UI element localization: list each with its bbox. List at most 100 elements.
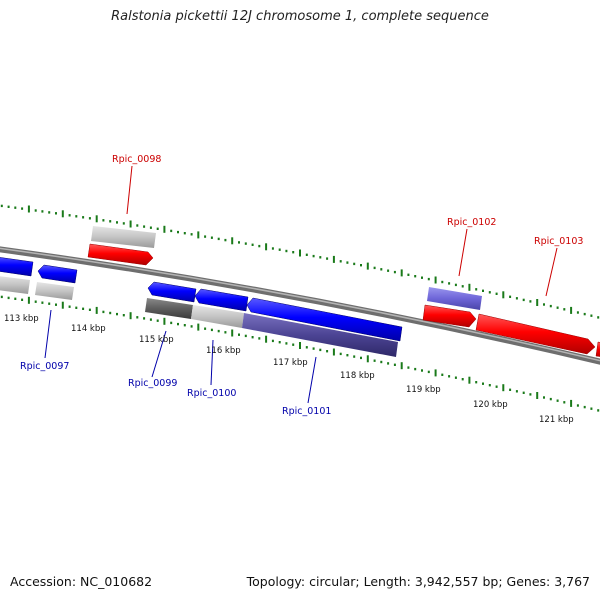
forward-feature-bars	[91, 226, 482, 310]
label-leader-lines	[44, 165, 558, 404]
minor-tick	[475, 288, 478, 291]
gene-arrow-rpic-0101[interactable]	[246, 297, 403, 342]
gene-label-rpic-0097[interactable]: Rpic_0097	[20, 361, 69, 372]
minor-tick	[312, 254, 315, 258]
minor-tick	[271, 339, 274, 343]
minor-tick	[210, 328, 213, 332]
gene-arrow-rpic-0099[interactable]	[147, 281, 197, 303]
gene-label-rpic-0103[interactable]: Rpic_0103	[534, 236, 583, 247]
gene-arrow-small[interactable]	[37, 264, 78, 284]
minor-tick	[427, 370, 430, 374]
minor-tick	[34, 209, 37, 212]
minor-tick	[488, 291, 491, 294]
gene-label-rpic-0100[interactable]: Rpic_0100	[187, 388, 236, 399]
minor-tick	[156, 319, 159, 322]
minor-tick	[543, 303, 545, 306]
gene-arrow-rpic-0102[interactable]	[422, 304, 477, 328]
minor-tick	[210, 236, 213, 239]
summary-text: Topology: circular; Length: 3,942,557 bp…	[246, 574, 590, 589]
minor-tick	[346, 261, 349, 264]
minor-tick	[48, 302, 51, 305]
gene-label-rpic-0101[interactable]: Rpic_0101	[282, 406, 331, 417]
minor-tick	[170, 321, 173, 325]
minor-tick	[529, 300, 532, 303]
minor-tick	[414, 275, 417, 278]
minor-tick	[482, 382, 484, 385]
major-tick	[332, 348, 335, 356]
minor-tick	[14, 206, 17, 209]
major-tick	[163, 225, 166, 233]
major-tick	[231, 237, 234, 245]
scale-label-116: 116 kbp	[206, 346, 241, 356]
major-tick	[366, 355, 369, 363]
gene-arrow-rpic-0103[interactable]	[475, 313, 596, 355]
major-tick	[129, 220, 132, 228]
minor-tick	[441, 373, 444, 376]
minor-tick	[102, 219, 105, 222]
minor-tick	[454, 283, 457, 287]
minor-tick	[109, 220, 112, 223]
major-tick	[536, 299, 539, 306]
minor-tick	[82, 307, 85, 310]
major-tick	[570, 399, 573, 407]
major-tick	[299, 249, 301, 257]
minor-tick	[482, 289, 484, 292]
minor-tick	[549, 397, 552, 401]
minor-tick	[224, 238, 227, 242]
minor-tick	[509, 388, 512, 391]
minor-tick	[495, 292, 498, 295]
minor-tick	[590, 314, 593, 317]
minor-tick	[116, 221, 118, 224]
minor-tick	[549, 304, 552, 308]
minor-tick	[441, 280, 444, 284]
minor-tick	[21, 207, 24, 210]
gene-label-rpic-0102[interactable]: Rpic_0102	[447, 217, 496, 228]
scale-label-114: 114 kbp	[71, 324, 106, 334]
minor-tick	[88, 308, 91, 311]
minor-tick	[346, 354, 349, 357]
major-tick	[502, 384, 505, 392]
major-tick	[61, 301, 64, 309]
minor-tick	[448, 282, 451, 285]
minor-tick	[170, 229, 173, 233]
minor-tick	[102, 310, 105, 314]
minor-tick	[217, 329, 220, 333]
minor-tick	[353, 262, 356, 266]
major-tick	[27, 205, 30, 213]
minor-tick	[143, 317, 146, 320]
minor-tick	[0, 204, 3, 208]
minor-tick	[68, 214, 71, 217]
major-tick	[61, 210, 64, 218]
gene-arrow-next[interactable]	[595, 341, 600, 358]
minor-tick	[373, 359, 376, 362]
minor-tick	[258, 244, 261, 248]
minor-tick	[475, 381, 478, 384]
backbone	[0, 246, 600, 365]
gene-label-rpic-0099[interactable]: Rpic_0099	[128, 378, 177, 389]
minor-tick	[271, 247, 274, 250]
minor-tick	[319, 348, 322, 352]
minor-tick	[183, 232, 186, 235]
major-tick	[400, 269, 403, 277]
major-tick	[197, 231, 200, 239]
minor-tick	[204, 327, 207, 330]
minor-tick	[488, 384, 491, 387]
minor-tick	[88, 217, 91, 220]
major-tick	[27, 296, 30, 304]
minor-tick	[75, 215, 78, 218]
gene-label-rpic-0098[interactable]: Rpic_0098	[112, 154, 161, 165]
major-tick	[366, 262, 369, 270]
minor-tick	[122, 222, 125, 225]
gene-arrow-rpic-0100[interactable]	[194, 288, 249, 312]
gene-arrow-rpic-0098[interactable]	[87, 243, 154, 266]
minor-tick	[380, 268, 383, 271]
gene-arrow-rpic-0097[interactable]	[0, 256, 34, 277]
minor-tick	[326, 350, 329, 353]
minor-tick	[590, 407, 593, 410]
minor-tick	[109, 311, 112, 315]
minor-tick	[217, 237, 220, 241]
minor-tick	[149, 318, 152, 321]
major-tick	[95, 215, 98, 223]
major-tick	[265, 335, 268, 343]
major-tick	[468, 376, 471, 384]
